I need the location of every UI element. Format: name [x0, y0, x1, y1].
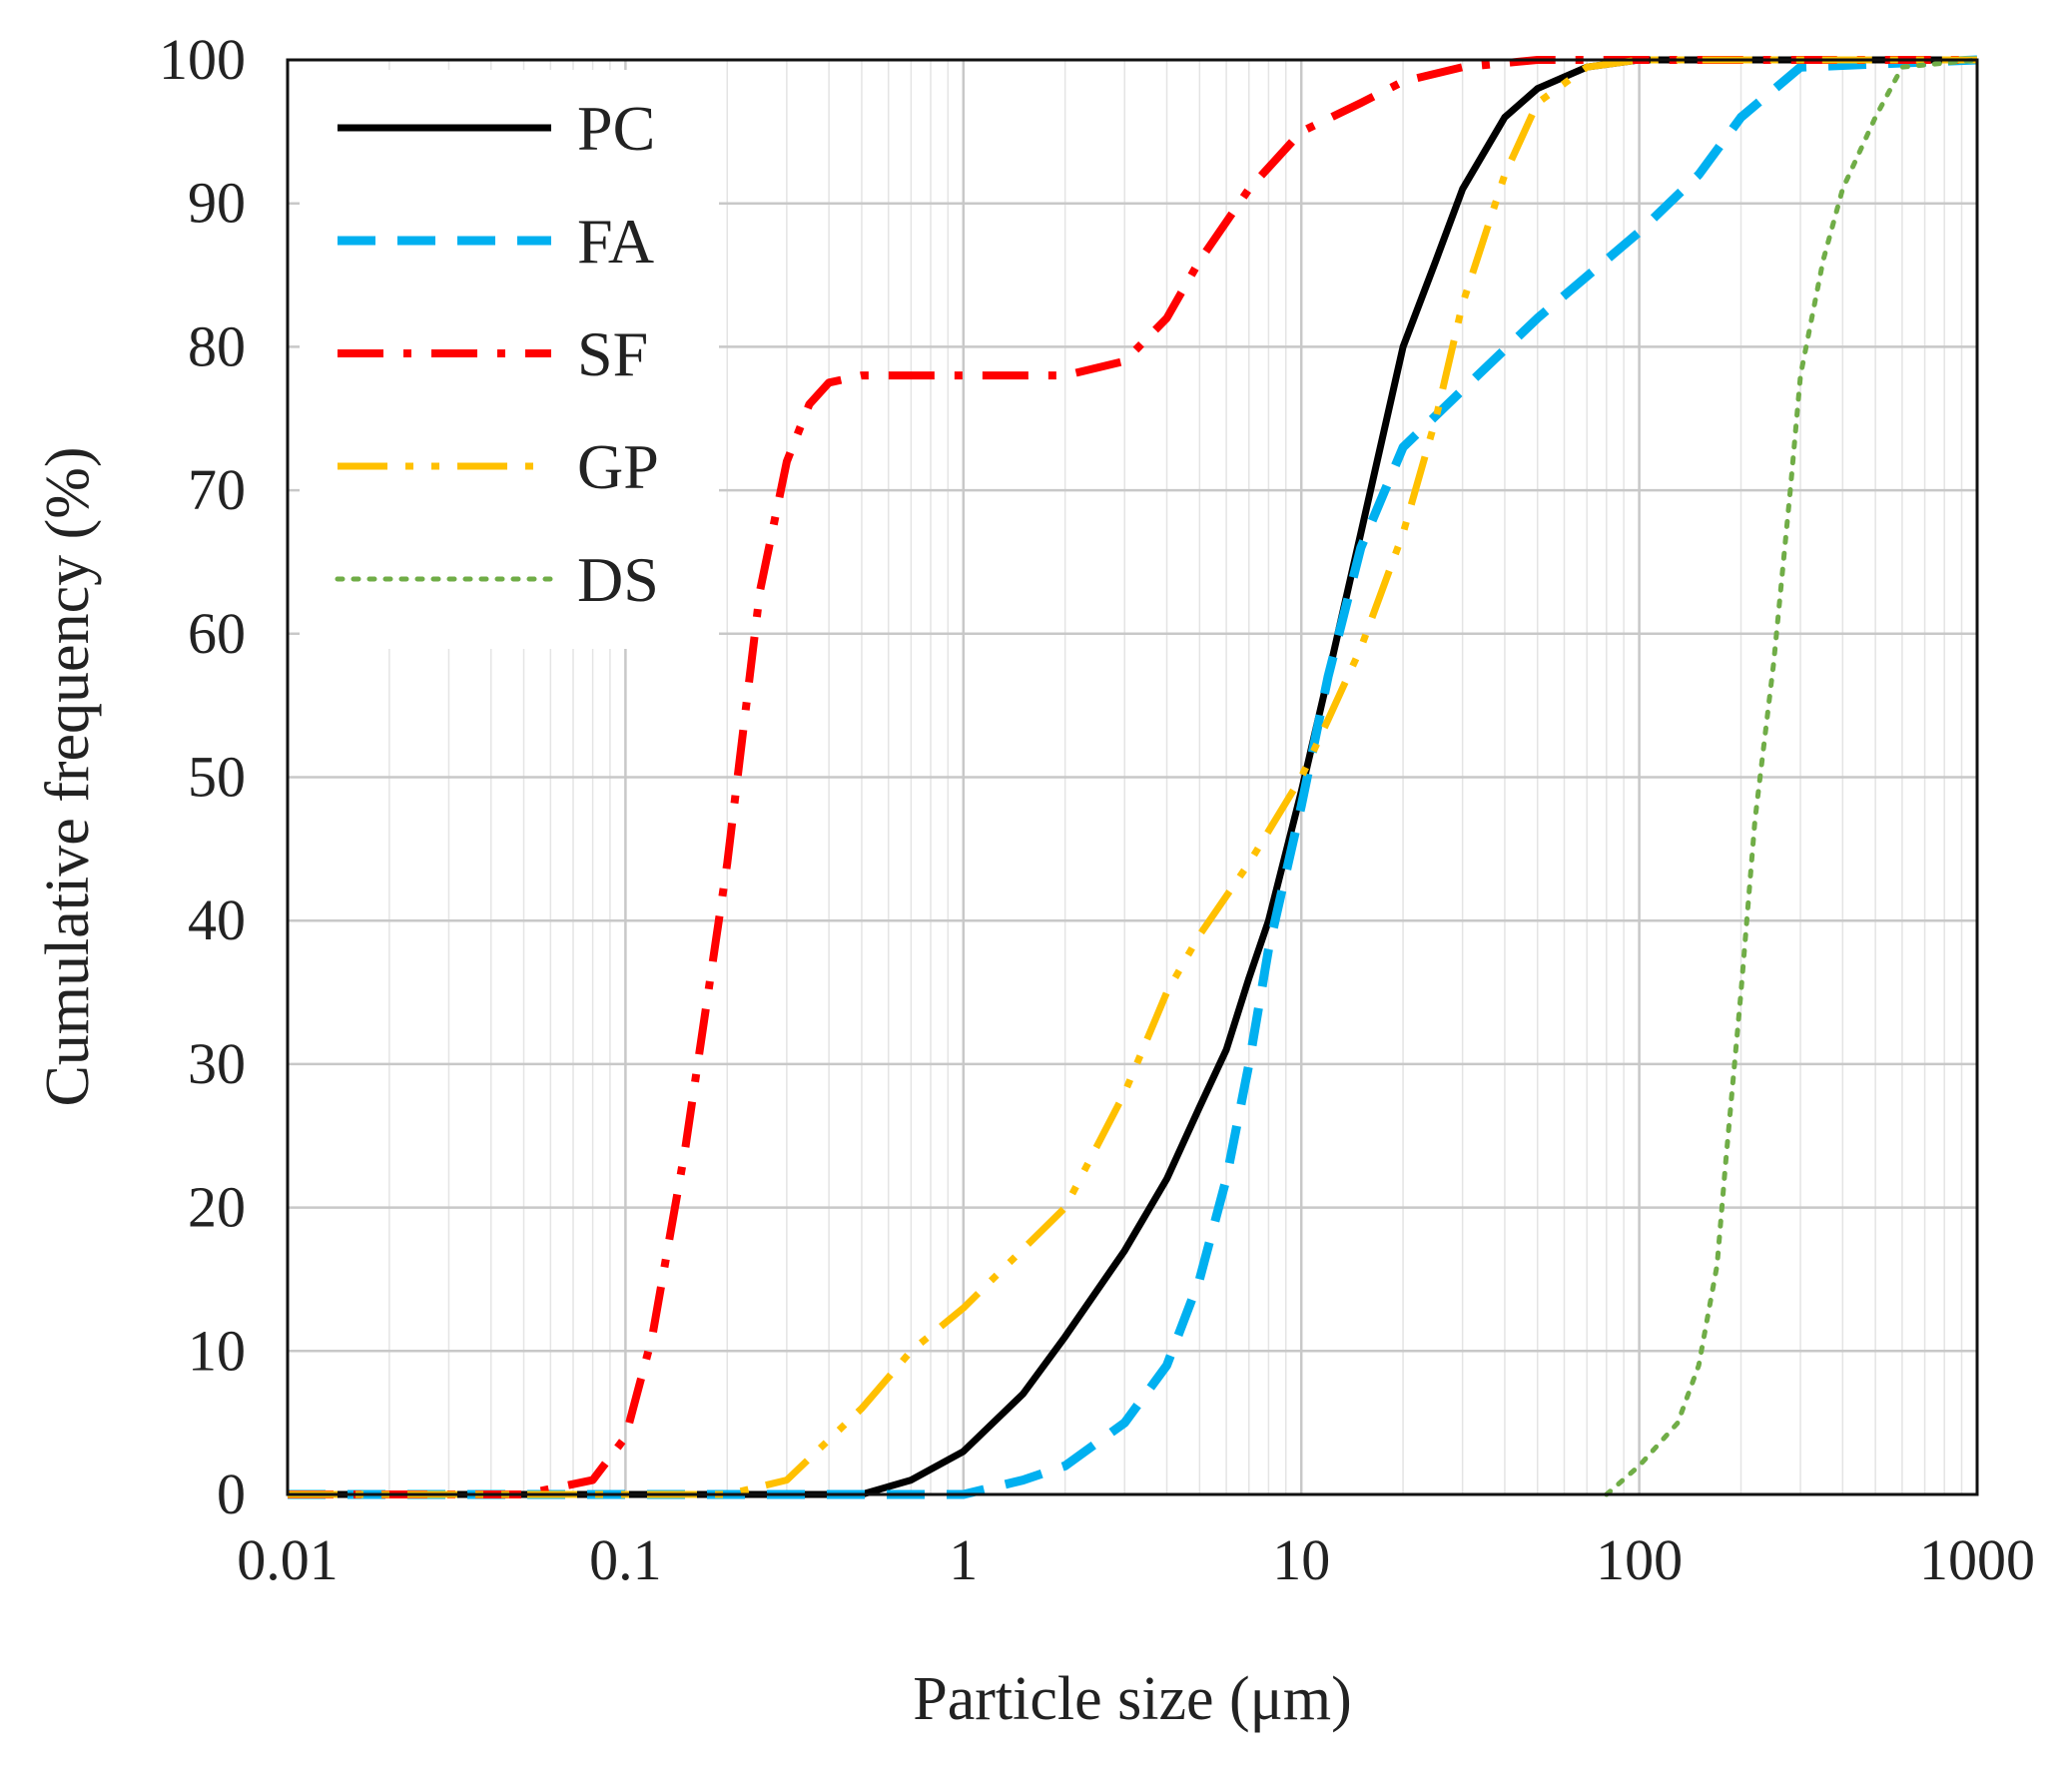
x-tick-label: 1 — [949, 1527, 978, 1592]
x-tick-label: 0.1 — [589, 1527, 662, 1592]
y-tick-label: 90 — [188, 171, 246, 236]
legend-label-gp: GP — [577, 431, 659, 502]
y-tick-label: 60 — [188, 601, 246, 666]
y-tick-label: 100 — [159, 27, 246, 92]
legend-label-pc: PC — [577, 93, 655, 164]
y-tick-label: 50 — [188, 745, 246, 810]
y-tick-label: 20 — [188, 1175, 246, 1240]
y-tick-label: 30 — [188, 1031, 246, 1096]
y-axis-title: Cumulative frequency (%) — [34, 446, 102, 1106]
x-axis-title: Particle size (μm) — [913, 1665, 1352, 1733]
legend-label-ds: DS — [577, 544, 659, 615]
legend-label-sf: SF — [577, 318, 648, 389]
y-tick-label: 40 — [188, 887, 246, 952]
legend-label-fa: FA — [577, 206, 654, 277]
particle-size-chart: PC FA SF GP DS 0.01 0.1 1 10 100 1000 0 10 20 30 40 50… — [0, 0, 2072, 1767]
x-tick-label: 1000 — [1919, 1527, 2035, 1592]
x-tick-label: 0.01 — [237, 1527, 339, 1592]
y-tick-label: 10 — [188, 1318, 246, 1383]
y-tick-label: 70 — [188, 457, 246, 522]
x-tick-label: 100 — [1596, 1527, 1683, 1592]
y-tick-label: 0 — [217, 1462, 246, 1526]
y-tick-label: 80 — [188, 313, 246, 378]
x-tick-label: 10 — [1272, 1527, 1330, 1592]
